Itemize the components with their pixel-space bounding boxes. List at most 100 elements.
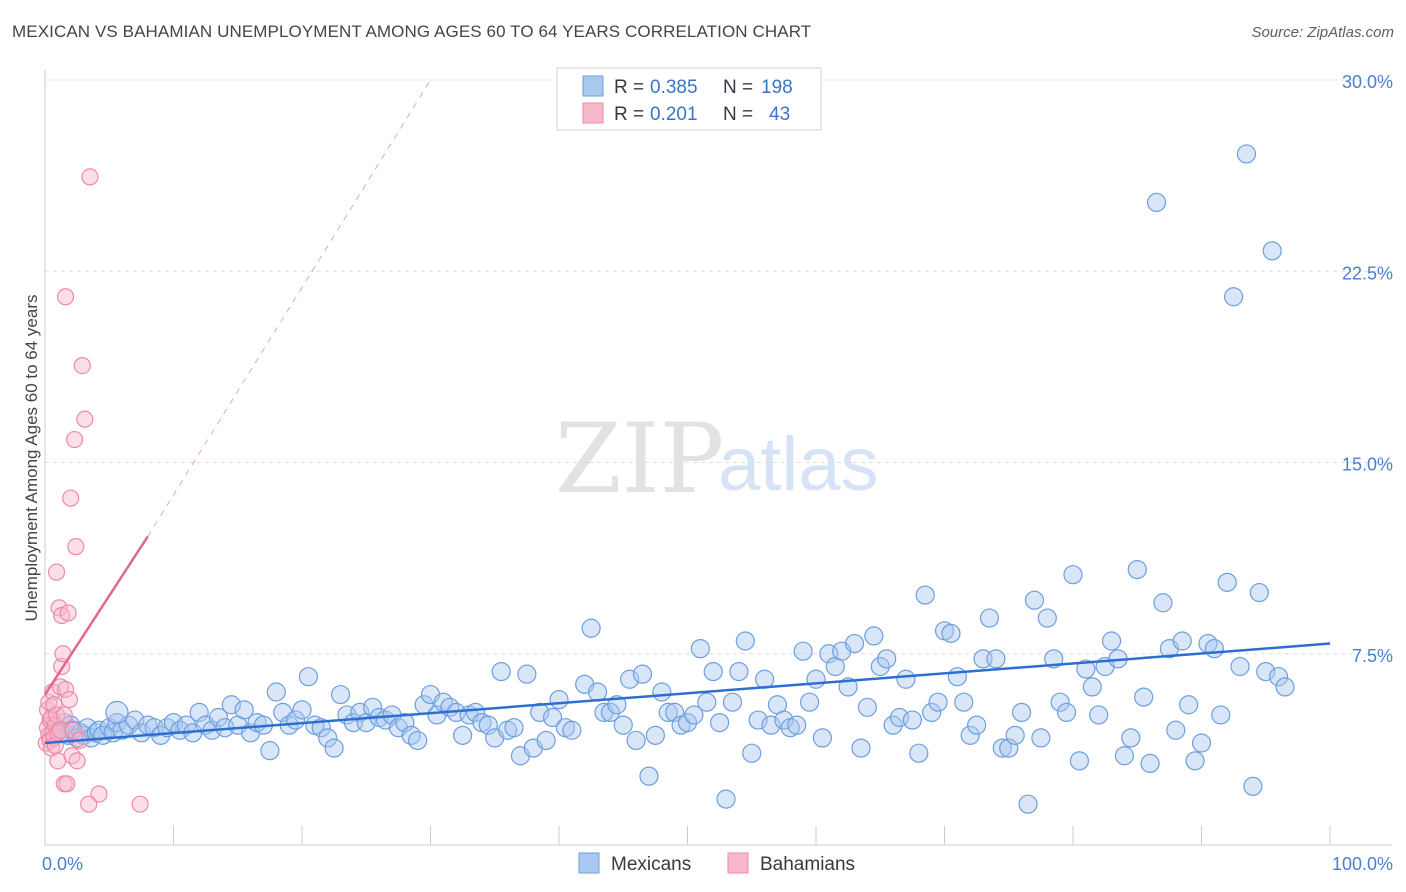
mexicans-point: [1204, 639, 1224, 659]
mexicans-point: [864, 626, 884, 646]
mexicans-point: [1243, 776, 1263, 796]
mexicans-point: [1211, 705, 1231, 725]
mexicans-point: [684, 705, 704, 725]
mexicans-point: [793, 641, 813, 661]
mexicans-point: [690, 639, 710, 659]
mexicans-point: [844, 633, 865, 654]
mexicans-point: [639, 766, 659, 786]
mexicans-point: [324, 738, 344, 758]
chart-source: Source: ZipAtlas.com: [1251, 24, 1394, 41]
mexicans-point: [453, 725, 473, 745]
stats-r-label: R =: [614, 77, 644, 98]
mexicans-point: [1140, 753, 1160, 774]
mexicans-point: [131, 723, 151, 743]
mexicans-point: [1063, 565, 1083, 585]
mexicans-point: [1089, 705, 1109, 725]
y-tick-label: 22.5%: [1342, 263, 1393, 283]
mexicans-point: [266, 682, 286, 702]
mexicans-point: [787, 715, 807, 735]
mexicans-point: [1018, 794, 1038, 814]
mexicans-trend-line: [44, 642, 1331, 745]
mexicans-point: [1121, 728, 1141, 748]
mexicans-point: [729, 661, 749, 682]
mexicans-point: [658, 702, 678, 723]
mexicans-point: [626, 730, 646, 751]
y-tick-label: 15.0%: [1342, 455, 1393, 475]
bahamians-point: [65, 430, 84, 449]
mexicans-point: [465, 702, 486, 723]
mexicans-point: [774, 710, 794, 730]
mexicans-point: [735, 631, 755, 651]
mexicans-point: [491, 661, 511, 682]
mexicans-point: [632, 664, 653, 684]
mexicans-point: [716, 789, 736, 809]
y-axis-label: Unemployment Among Ages 60 to 64 years: [22, 295, 41, 622]
mexicans-point: [408, 730, 428, 751]
bahamians-point: [90, 785, 108, 803]
mexicans-point: [298, 667, 319, 687]
watermark-zip: ZIP: [555, 403, 724, 515]
mexicans-point: [549, 690, 569, 710]
mexicans-point: [260, 741, 280, 761]
mexicans-point: [1114, 746, 1135, 766]
bahamians-point: [60, 691, 79, 709]
mexicans-point: [710, 712, 730, 733]
stats-n-value: 198: [761, 77, 793, 98]
mexicans-point: [697, 692, 717, 712]
legend-swatch-bahamians: [727, 852, 749, 874]
mexicans-point: [1236, 144, 1257, 164]
mexicans-point: [877, 649, 897, 669]
mexicans-point: [504, 718, 524, 738]
mexicans-point: [909, 743, 929, 763]
mexicans-point: [960, 725, 980, 745]
mexicans-point: [350, 702, 370, 723]
mexicans-point: [530, 702, 550, 723]
stats-n-label: N =: [723, 77, 753, 98]
stats-n-value: 43: [769, 104, 790, 125]
mexicans-point: [967, 715, 987, 735]
x-tick-label: 100.0%: [1332, 854, 1393, 874]
bahamians-point: [76, 410, 94, 428]
bahamians-point: [64, 721, 82, 739]
mexicans-point: [1024, 590, 1045, 610]
legend-item-bahamians[interactable]: Bahamians: [727, 852, 855, 875]
mexicans-point: [1256, 661, 1276, 682]
mexicans-point: [1275, 677, 1295, 697]
mexicans-point: [806, 669, 826, 689]
bahamians-point: [63, 747, 81, 765]
x-tick-label: 0.0%: [42, 854, 83, 874]
legend-item-mexicans[interactable]: Mexicans: [578, 852, 691, 875]
mexicans-point: [742, 743, 762, 763]
mexicans-point: [1127, 559, 1147, 580]
mexicans-point: [536, 730, 556, 751]
mexicans-point: [330, 684, 351, 705]
mexicans-point: [748, 710, 768, 730]
mexicans-point: [1172, 631, 1192, 651]
stats-r-label: R =: [614, 104, 644, 125]
mexicans-point: [1076, 659, 1096, 679]
mexicans-point: [986, 649, 1006, 669]
mexicans-point: [1230, 656, 1250, 677]
mexicans-point: [1179, 695, 1199, 715]
mexicans-point: [1069, 751, 1090, 771]
mexicans-point: [292, 700, 312, 720]
bahamians-point: [81, 168, 99, 186]
stats-r-value: 0.201: [650, 104, 698, 125]
mexicans-point: [761, 715, 781, 735]
mexicans-point: [1101, 631, 1122, 651]
mexicans-point: [1011, 702, 1032, 723]
mexicans-point: [234, 700, 254, 720]
mexicans-point: [979, 608, 1000, 628]
watermark-atlas: atlas: [718, 422, 879, 507]
mexicans-point: [1217, 572, 1237, 592]
bottom-legend: Mexicans Bahamians: [578, 852, 855, 875]
mexicans-point: [581, 618, 601, 638]
mexicans-point: [915, 585, 935, 605]
mexicans-point: [401, 725, 421, 745]
mexicans-point: [600, 702, 621, 723]
mexicans-point: [677, 712, 698, 733]
stats-row-bahamians: R = 0.201 N = 43: [582, 102, 790, 125]
bahamians-point: [67, 538, 85, 556]
trend-lines: [43, 79, 1331, 745]
mexicans-point: [1134, 687, 1154, 707]
